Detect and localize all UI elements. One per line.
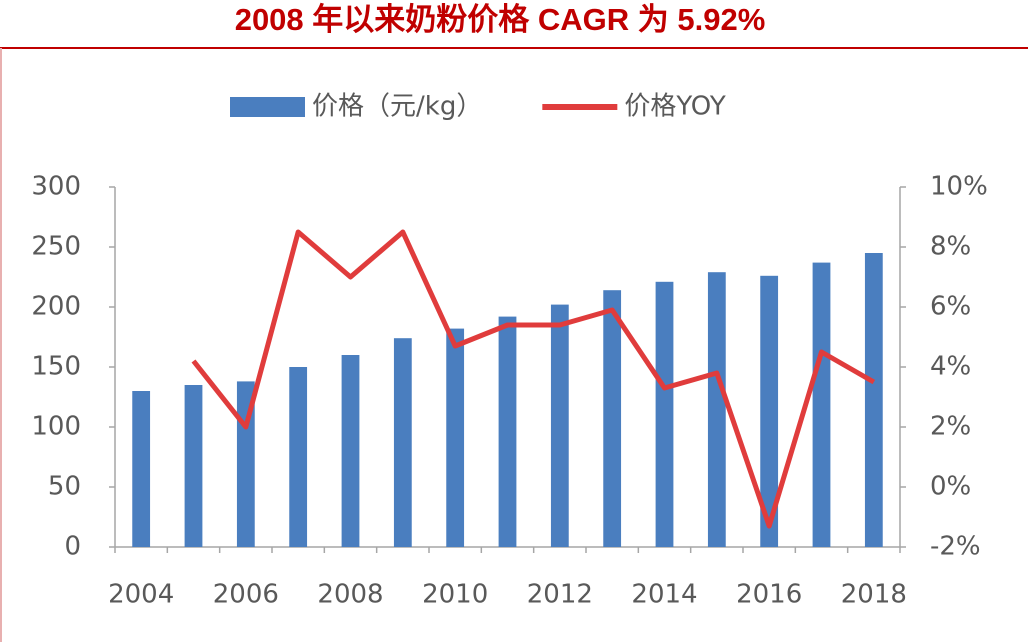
bar [341,355,360,547]
y-tick-label: 100 [31,412,81,442]
y-tick-label: 150 [31,352,81,382]
x-tick-label: 2014 [631,580,697,610]
bar [760,275,779,547]
y2-tick-label: 2% [930,412,971,442]
x-tick-label: 2018 [841,580,907,610]
bar [446,328,465,547]
y2-tick-label: 8% [930,232,971,262]
bar [603,290,622,547]
x-tick-label: 2012 [527,580,593,610]
chart-title: 2008 年以来奶粉价格 CAGR 为 5.92% [235,2,766,37]
bar [498,316,517,547]
x-tick-label: 2004 [108,580,174,610]
legend-swatch [230,97,305,117]
line [191,229,876,529]
y-tick-label: 300 [31,172,81,202]
bar [184,385,203,547]
y-tick-label: 200 [31,292,81,322]
x-tick-label: 2006 [213,580,279,610]
x-tick-label: 2016 [736,580,802,610]
x-tick-label: 2008 [317,580,383,610]
y2-tick-label: 0% [930,472,971,502]
bar [812,262,831,547]
y-tick-label: 250 [31,232,81,262]
legend-label: 价格YOY [624,92,726,122]
y2-tick-label: 10% [930,172,988,202]
y2-tick-label: 6% [930,292,971,322]
x-tick-label: 2010 [422,580,488,610]
y2-tick-label: 4% [930,352,971,382]
bar [655,281,674,547]
bar [132,391,151,547]
bar [550,304,569,547]
bar [864,253,883,547]
bar [289,367,308,547]
y2-tick-label: -2% [930,532,981,562]
bar [707,272,726,547]
y-tick-label: 0 [64,532,81,562]
y-tick-label: 50 [48,472,81,502]
legend-label: 价格（元/kg） [312,92,482,122]
bar [393,338,412,547]
